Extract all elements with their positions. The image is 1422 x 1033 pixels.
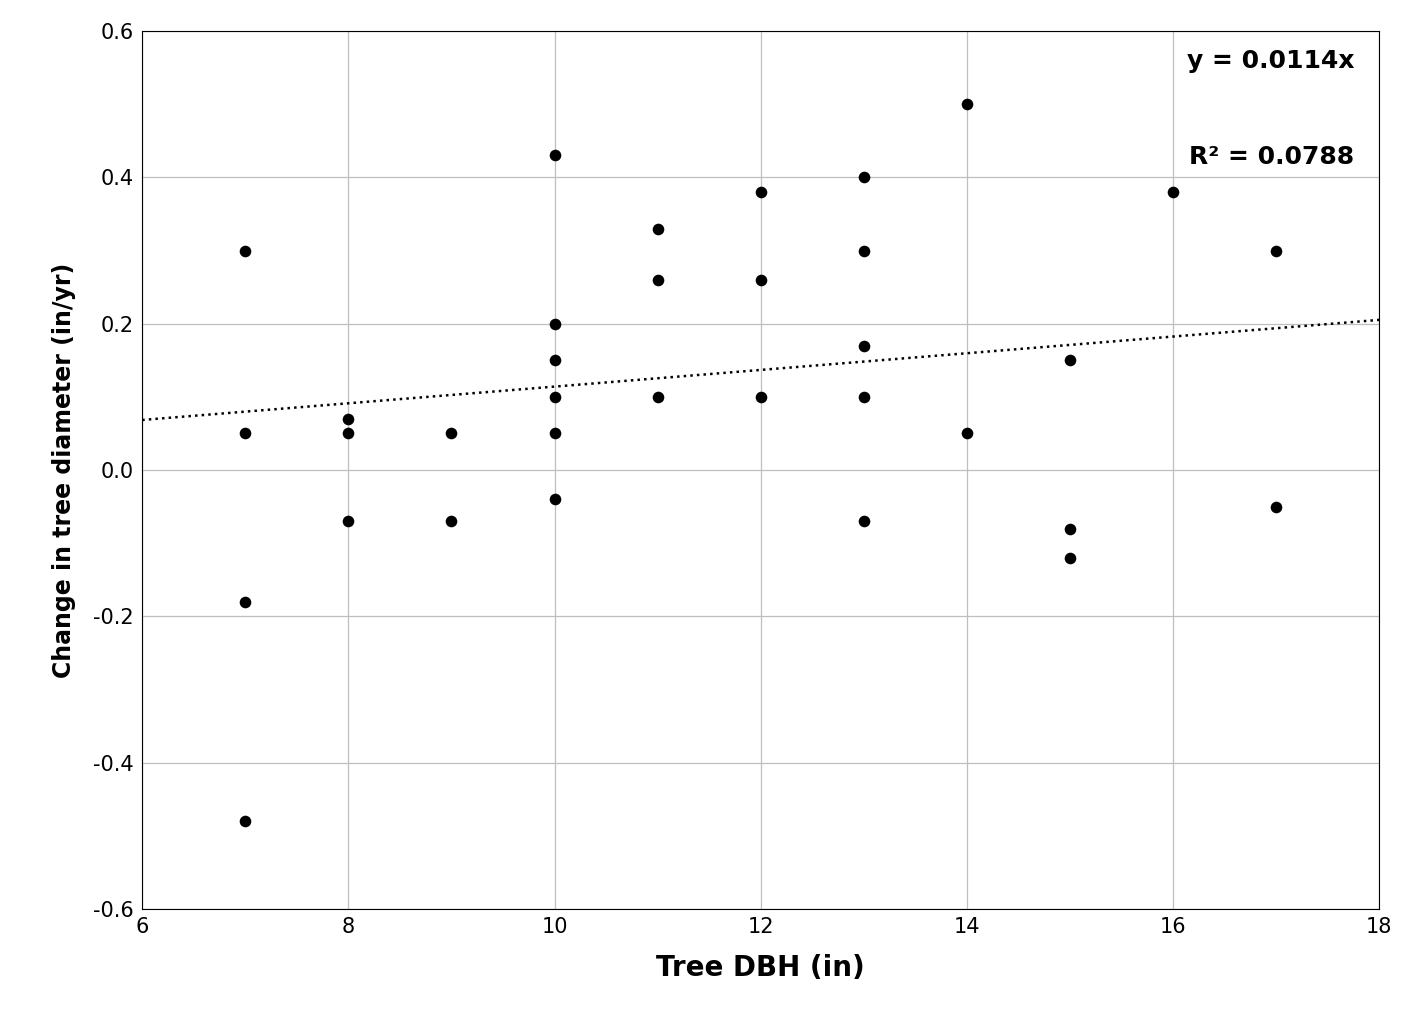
Point [1058,521,1081,537]
Point [853,169,876,186]
Point [337,426,360,442]
Point [646,220,668,237]
Point [853,338,876,354]
Text: y = 0.0114x: y = 0.0114x [1187,49,1355,72]
Point [853,388,876,405]
Point [1162,184,1185,200]
Point [646,388,668,405]
Point [441,426,464,442]
Point [543,147,566,163]
Point [1266,242,1288,258]
Point [543,491,566,507]
Point [543,352,566,369]
Point [543,315,566,332]
Point [956,426,978,442]
Point [233,426,256,442]
Point [646,272,668,288]
Point [749,184,772,200]
Point [233,813,256,829]
Y-axis label: Change in tree diameter (in/yr): Change in tree diameter (in/yr) [53,262,77,678]
Point [233,242,256,258]
Point [543,388,566,405]
Point [749,388,772,405]
Point [337,410,360,427]
Text: R² = 0.0788: R² = 0.0788 [1189,145,1355,169]
Point [543,426,566,442]
Point [956,96,978,113]
Point [1058,352,1081,369]
Point [853,513,876,530]
Point [749,272,772,288]
Point [233,593,256,609]
Point [1058,550,1081,566]
Point [441,513,464,530]
X-axis label: Tree DBH (in): Tree DBH (in) [657,954,865,982]
Point [853,242,876,258]
Point [1266,498,1288,514]
Point [337,513,360,530]
